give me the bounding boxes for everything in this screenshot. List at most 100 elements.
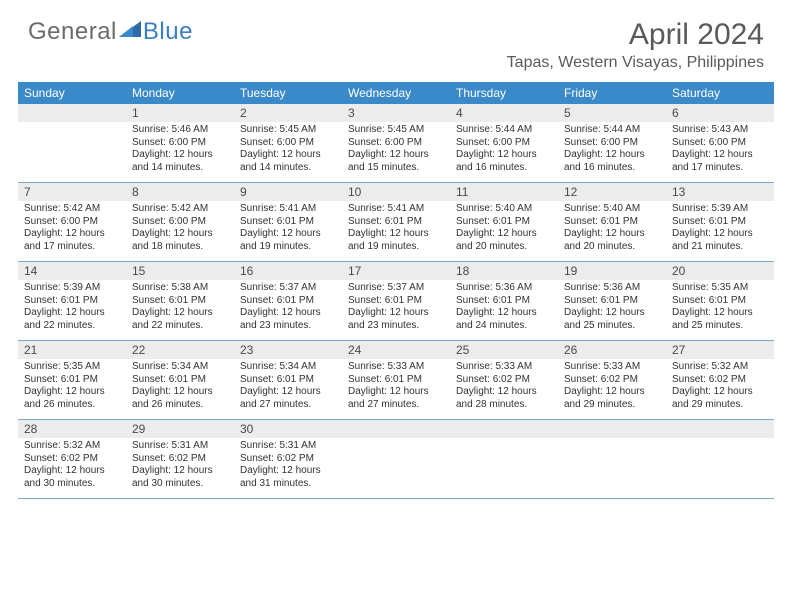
weekday-header: Saturday	[666, 82, 774, 104]
sunrise-text: Sunrise: 5:37 AM	[240, 282, 336, 295]
day-number: 8	[126, 183, 234, 201]
sunset-text: Sunset: 6:01 PM	[24, 295, 120, 308]
day-number: 26	[558, 341, 666, 359]
month-title: April 2024	[507, 18, 764, 52]
daylight-text: Daylight: 12 hours and 31 minutes.	[240, 465, 336, 490]
weekday-header: Sunday	[18, 82, 126, 104]
day-number: 20	[666, 262, 774, 280]
day-cell-content: Sunrise: 5:31 AMSunset: 6:02 PMDaylight:…	[234, 438, 342, 498]
daylight-text: Daylight: 12 hours and 24 minutes.	[456, 307, 552, 332]
page-header: General Blue April 2024 Tapas, Western V…	[0, 0, 792, 76]
sunrise-text: Sunrise: 5:31 AM	[240, 440, 336, 453]
daylight-text: Daylight: 12 hours and 17 minutes.	[672, 149, 768, 174]
day-number: 25	[450, 341, 558, 359]
sunrise-text: Sunrise: 5:43 AM	[672, 124, 768, 137]
daylight-text: Daylight: 12 hours and 17 minutes.	[24, 228, 120, 253]
daylight-text: Daylight: 12 hours and 27 minutes.	[240, 386, 336, 411]
daylight-text: Daylight: 12 hours and 25 minutes.	[564, 307, 660, 332]
sunrise-text: Sunrise: 5:36 AM	[564, 282, 660, 295]
day-number: 14	[18, 262, 126, 280]
daylight-text: Daylight: 12 hours and 30 minutes.	[24, 465, 120, 490]
day-number: 11	[450, 183, 558, 201]
day-cell-content: Sunrise: 5:33 AMSunset: 6:02 PMDaylight:…	[558, 359, 666, 419]
daylight-text: Daylight: 12 hours and 20 minutes.	[456, 228, 552, 253]
logo-triangle-icon	[119, 18, 141, 46]
calendar: Sunday Monday Tuesday Wednesday Thursday…	[18, 82, 774, 499]
sunrise-text: Sunrise: 5:39 AM	[672, 203, 768, 216]
day-cell-content	[342, 438, 450, 498]
sunrise-text: Sunrise: 5:40 AM	[564, 203, 660, 216]
title-block: April 2024 Tapas, Western Visayas, Phili…	[507, 18, 764, 72]
daylight-text: Daylight: 12 hours and 27 minutes.	[348, 386, 444, 411]
sunset-text: Sunset: 6:00 PM	[24, 216, 120, 229]
daylight-text: Daylight: 12 hours and 21 minutes.	[672, 228, 768, 253]
day-number: 23	[234, 341, 342, 359]
sunrise-text: Sunrise: 5:39 AM	[24, 282, 120, 295]
day-number: 18	[450, 262, 558, 280]
day-number: 9	[234, 183, 342, 201]
day-number: 29	[126, 420, 234, 438]
daylight-text: Daylight: 12 hours and 22 minutes.	[24, 307, 120, 332]
daylight-text: Daylight: 12 hours and 19 minutes.	[348, 228, 444, 253]
day-number: 6	[666, 104, 774, 122]
day-cell-content	[450, 438, 558, 498]
day-cell-content: Sunrise: 5:35 AMSunset: 6:01 PMDaylight:…	[666, 280, 774, 340]
weeks-container: 123456Sunrise: 5:46 AMSunset: 6:00 PMDay…	[18, 104, 774, 499]
day-cell-content: Sunrise: 5:36 AMSunset: 6:01 PMDaylight:…	[558, 280, 666, 340]
sunrise-text: Sunrise: 5:36 AM	[456, 282, 552, 295]
day-cell-content: Sunrise: 5:45 AMSunset: 6:00 PMDaylight:…	[342, 122, 450, 182]
day-cell-content: Sunrise: 5:39 AMSunset: 6:01 PMDaylight:…	[666, 201, 774, 261]
day-cell-content: Sunrise: 5:42 AMSunset: 6:00 PMDaylight:…	[18, 201, 126, 261]
sunrise-text: Sunrise: 5:41 AM	[240, 203, 336, 216]
day-number	[558, 420, 666, 438]
sunset-text: Sunset: 6:00 PM	[240, 137, 336, 150]
daylight-text: Daylight: 12 hours and 22 minutes.	[132, 307, 228, 332]
day-cell-content: Sunrise: 5:32 AMSunset: 6:02 PMDaylight:…	[18, 438, 126, 498]
sunrise-text: Sunrise: 5:35 AM	[672, 282, 768, 295]
day-number: 10	[342, 183, 450, 201]
sunrise-text: Sunrise: 5:32 AM	[672, 361, 768, 374]
sunset-text: Sunset: 6:01 PM	[240, 216, 336, 229]
day-number: 28	[18, 420, 126, 438]
daylight-text: Daylight: 12 hours and 26 minutes.	[24, 386, 120, 411]
sunset-text: Sunset: 6:01 PM	[240, 374, 336, 387]
day-number: 15	[126, 262, 234, 280]
day-number: 19	[558, 262, 666, 280]
day-cell-content: Sunrise: 5:35 AMSunset: 6:01 PMDaylight:…	[18, 359, 126, 419]
day-cell-content: Sunrise: 5:34 AMSunset: 6:01 PMDaylight:…	[234, 359, 342, 419]
week-block: 78910111213Sunrise: 5:42 AMSunset: 6:00 …	[18, 183, 774, 262]
daylight-text: Daylight: 12 hours and 19 minutes.	[240, 228, 336, 253]
day-cell-content: Sunrise: 5:37 AMSunset: 6:01 PMDaylight:…	[234, 280, 342, 340]
day-cell-content: Sunrise: 5:40 AMSunset: 6:01 PMDaylight:…	[450, 201, 558, 261]
daynum-row: 78910111213	[18, 183, 774, 201]
day-number: 5	[558, 104, 666, 122]
daylight-text: Daylight: 12 hours and 16 minutes.	[456, 149, 552, 174]
daylight-text: Daylight: 12 hours and 15 minutes.	[348, 149, 444, 174]
sunrise-text: Sunrise: 5:33 AM	[564, 361, 660, 374]
day-number: 3	[342, 104, 450, 122]
day-cell-content: Sunrise: 5:39 AMSunset: 6:01 PMDaylight:…	[18, 280, 126, 340]
weekday-header-row: Sunday Monday Tuesday Wednesday Thursday…	[18, 82, 774, 104]
daylight-text: Daylight: 12 hours and 14 minutes.	[132, 149, 228, 174]
content-row: Sunrise: 5:32 AMSunset: 6:02 PMDaylight:…	[18, 438, 774, 498]
sunset-text: Sunset: 6:00 PM	[456, 137, 552, 150]
day-cell-content: Sunrise: 5:46 AMSunset: 6:00 PMDaylight:…	[126, 122, 234, 182]
weekday-header: Tuesday	[234, 82, 342, 104]
daylight-text: Daylight: 12 hours and 14 minutes.	[240, 149, 336, 174]
day-number: 1	[126, 104, 234, 122]
sunset-text: Sunset: 6:00 PM	[564, 137, 660, 150]
daylight-text: Daylight: 12 hours and 28 minutes.	[456, 386, 552, 411]
sunset-text: Sunset: 6:02 PM	[132, 453, 228, 466]
day-number	[18, 104, 126, 122]
daylight-text: Daylight: 12 hours and 25 minutes.	[672, 307, 768, 332]
day-cell-content: Sunrise: 5:37 AMSunset: 6:01 PMDaylight:…	[342, 280, 450, 340]
content-row: Sunrise: 5:42 AMSunset: 6:00 PMDaylight:…	[18, 201, 774, 261]
content-row: Sunrise: 5:35 AMSunset: 6:01 PMDaylight:…	[18, 359, 774, 419]
sunset-text: Sunset: 6:02 PM	[240, 453, 336, 466]
day-number	[450, 420, 558, 438]
sunrise-text: Sunrise: 5:45 AM	[240, 124, 336, 137]
day-cell-content	[558, 438, 666, 498]
sunset-text: Sunset: 6:01 PM	[132, 295, 228, 308]
logo-text-b: Blue	[143, 18, 193, 46]
day-cell-content: Sunrise: 5:36 AMSunset: 6:01 PMDaylight:…	[450, 280, 558, 340]
